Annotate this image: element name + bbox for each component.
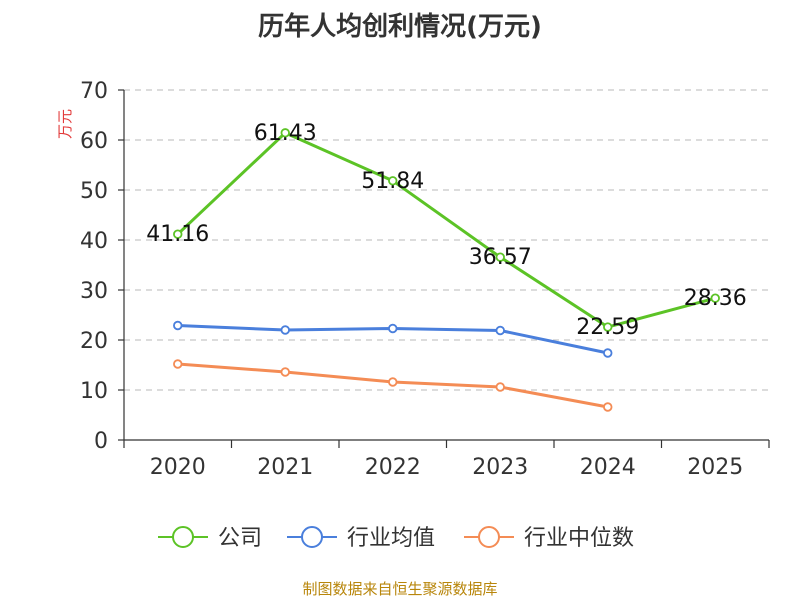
gridlines (124, 89, 769, 391)
series (173, 128, 720, 412)
legend[interactable]: 公司 行业均值 行业中位数 (158, 526, 634, 551)
y-tick-label: 10 (80, 379, 108, 404)
data-labels: 41.16 61.43 51.84 36.57 22.59 28.36 (146, 121, 746, 340)
y-axis-label: 万元 (56, 109, 74, 139)
data-point (495, 382, 505, 392)
data-label: 51.84 (361, 169, 424, 194)
data-point (603, 322, 613, 332)
data-label: 36.57 (469, 245, 532, 270)
legend-marker (172, 526, 194, 548)
data-label: 28.36 (684, 286, 747, 311)
data-point (603, 402, 613, 412)
data-label: 22.59 (576, 315, 639, 340)
data-point (280, 325, 290, 335)
x-tick-label: 2020 (150, 455, 206, 480)
x-tick-label: 2022 (365, 455, 421, 480)
y-tick-label: 60 (80, 129, 108, 154)
data-point (173, 359, 183, 369)
data-point (388, 176, 398, 186)
legend-item-0[interactable]: 公司 (158, 526, 262, 551)
data-point (173, 229, 183, 239)
chart-title: 历年人均创利情况(万元) (258, 12, 542, 42)
data-point (173, 320, 183, 331)
x-tick-label: 2021 (257, 455, 313, 480)
data-point (388, 323, 398, 334)
data-point (710, 293, 720, 303)
series-line-0 (176, 131, 716, 329)
source-note: 制图数据来自恒生聚源数据库 (302, 580, 498, 598)
x-tick-label: 2024 (580, 455, 636, 480)
y-tick-label: 20 (80, 329, 108, 354)
data-label: 61.43 (254, 121, 317, 146)
data-point (388, 377, 398, 387)
axes: 0 10 20 30 40 50 60 70 2020 2021 2022 2023 2024 2025 (80, 79, 770, 480)
data-point (280, 367, 290, 377)
y-tick-label: 70 (80, 79, 108, 104)
data-point (495, 252, 505, 262)
data-point (603, 348, 613, 358)
legend-label: 行业均值 (347, 526, 435, 551)
y-tick-label: 50 (80, 179, 108, 204)
y-tick-label: 40 (80, 229, 108, 254)
legend-marker (301, 526, 323, 548)
legend-label: 公司 (218, 526, 262, 551)
y-tick-label: 0 (94, 429, 108, 454)
legend-item-2[interactable]: 行业中位数 (464, 526, 634, 551)
data-point (280, 128, 290, 138)
data-label: 41.16 (146, 222, 209, 247)
x-tick-label: 2025 (687, 455, 743, 480)
data-point (495, 325, 505, 336)
y-tick-label: 30 (80, 279, 108, 304)
legend-item-1[interactable]: 行业均值 (287, 526, 435, 551)
legend-marker (478, 526, 500, 548)
x-tick-label: 2023 (472, 455, 528, 480)
legend-label: 行业中位数 (524, 526, 634, 551)
